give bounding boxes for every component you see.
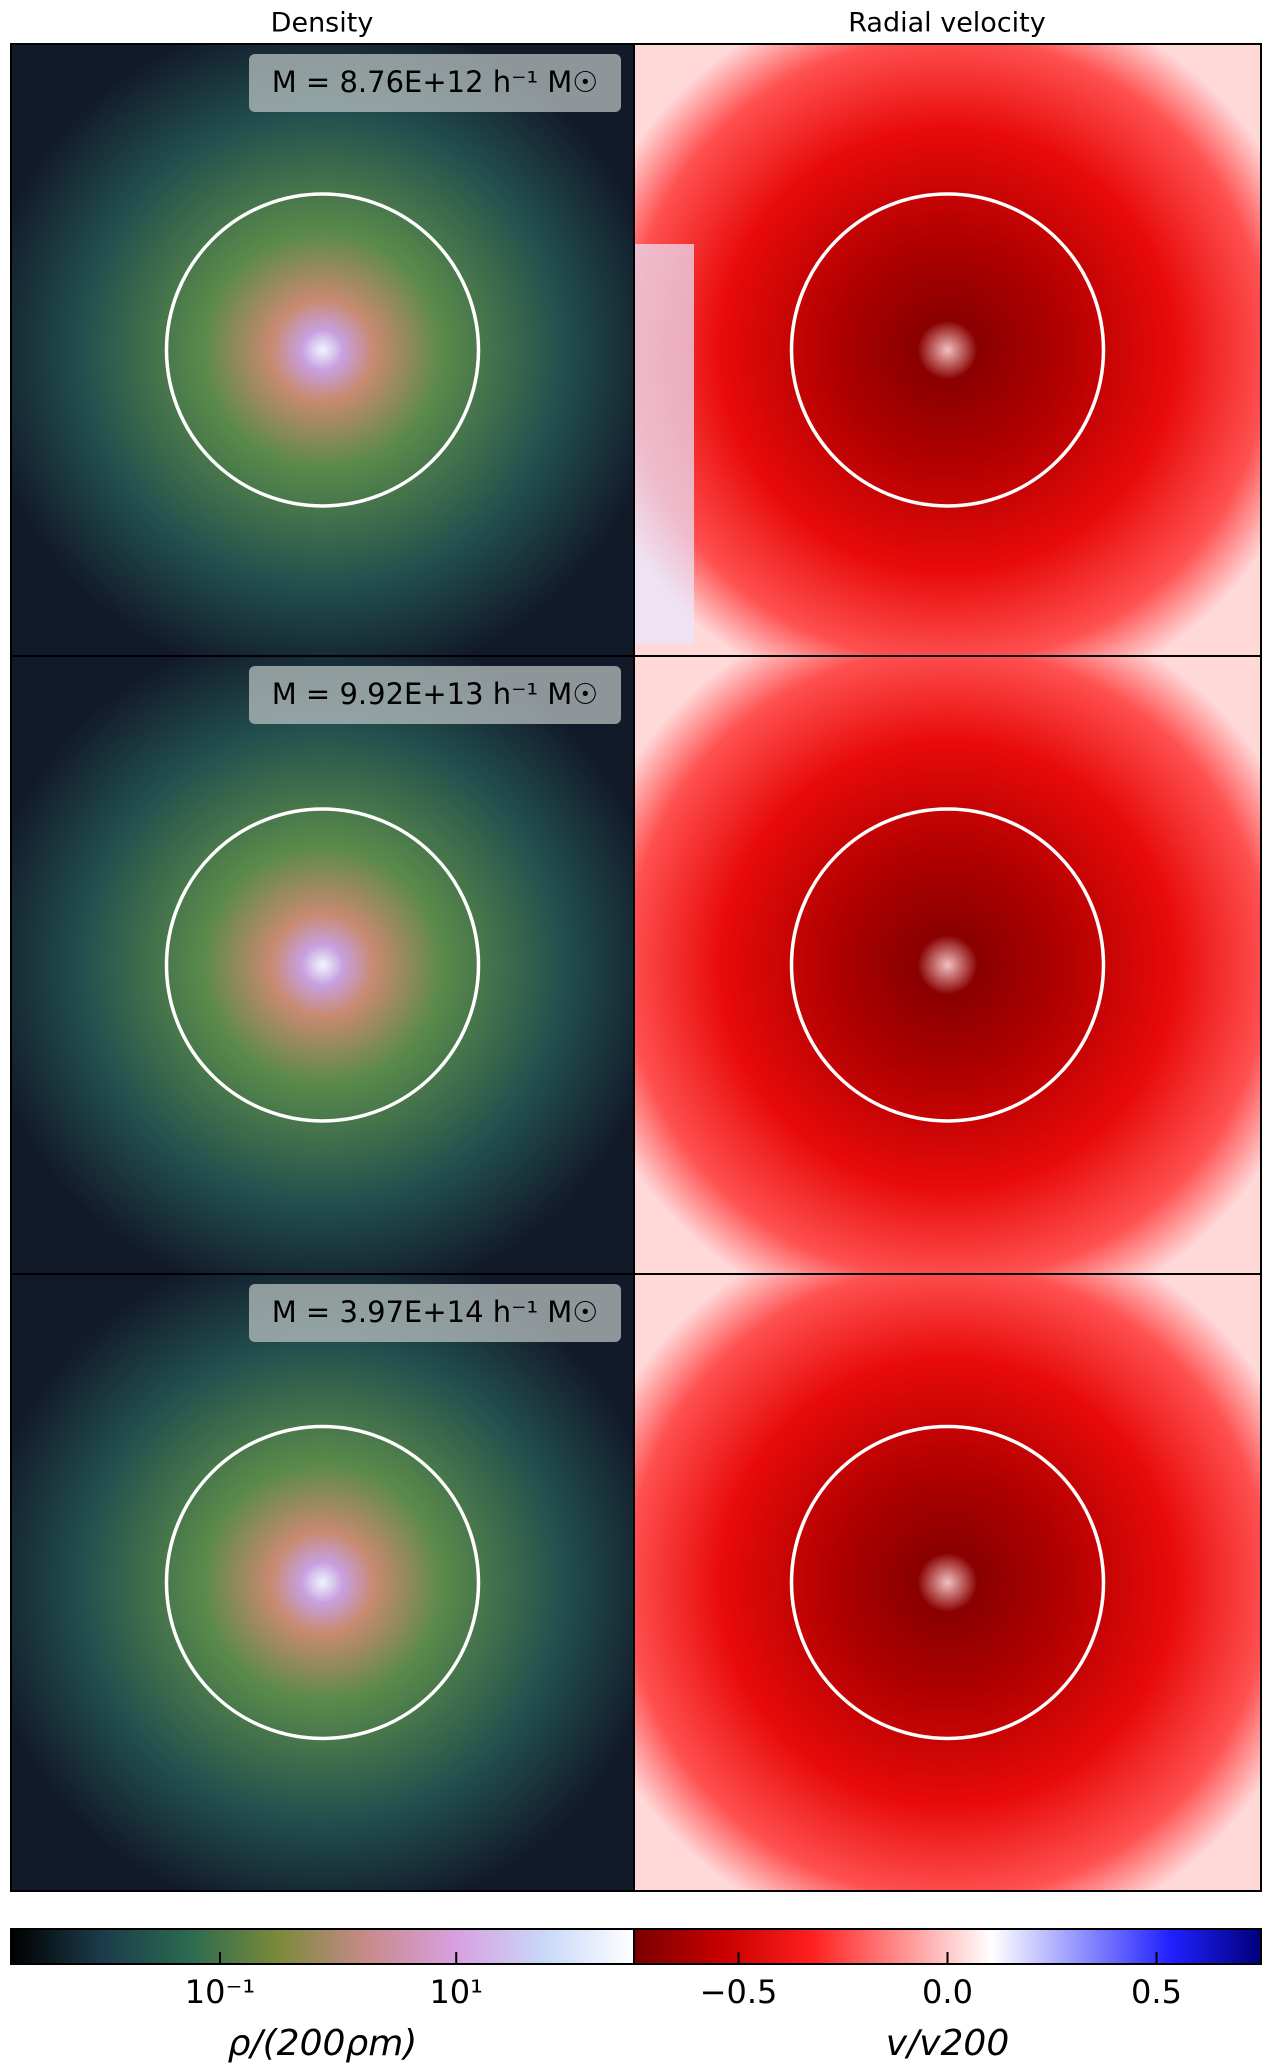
velocity-map — [634, 656, 1261, 1274]
column-title: Radial velocity — [848, 8, 1046, 39]
density-map — [11, 1274, 634, 1891]
colorbar — [10, 1928, 635, 1965]
velocity-map — [634, 44, 1261, 656]
colorbar-label: ρ/(200ρm) — [228, 2023, 418, 2064]
colorbar-tick-label: −0.5 — [700, 1973, 778, 2011]
velocity-map — [634, 1274, 1261, 1891]
r200-circle — [164, 807, 481, 1123]
column-title: Density — [271, 8, 374, 39]
colorbar-label: v/v200 — [886, 2023, 1009, 2064]
mass-label: M = 9.92E+13 h⁻¹ M☉ — [272, 677, 599, 711]
r200-circle — [164, 192, 481, 508]
colorbar-tick-label: 10⁻¹ — [185, 1973, 255, 2011]
density-map — [11, 656, 634, 1274]
panel-frame — [633, 1273, 1262, 1892]
density-map — [11, 44, 634, 656]
mass-label-box — [249, 1284, 621, 1342]
r200-circle — [789, 192, 1106, 508]
colorbar-tick-label: 0.5 — [1131, 1973, 1182, 2011]
r200-circle — [164, 1424, 481, 1741]
velocity-map-region — [634, 244, 694, 644]
r200-circle — [789, 807, 1106, 1123]
mass-label: M = 8.76E+12 h⁻¹ M☉ — [272, 65, 599, 99]
r200-circle — [789, 1424, 1106, 1741]
mass-label-box — [249, 666, 621, 724]
mass-label: M = 3.97E+14 h⁻¹ M☉ — [272, 1295, 599, 1329]
colorbar-tick-label: 10¹ — [429, 1973, 483, 2011]
colorbar-tick-label: 0.0 — [922, 1973, 973, 2011]
mass-label-box — [249, 54, 621, 112]
